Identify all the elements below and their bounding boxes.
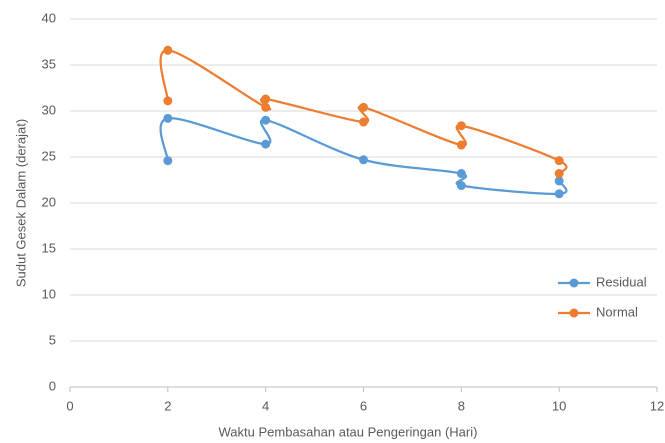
data-point [163,156,173,166]
data-point [554,189,564,199]
x-tick-label: 6 [360,398,367,413]
x-axis-label: Waktu Pembasahan atau Pengeringan (Hari) [219,424,478,439]
y-tick-label: 15 [42,240,56,255]
data-point [456,140,466,150]
data-point [359,117,368,127]
data-point [554,156,564,166]
x-tick-label: 12 [650,398,664,413]
data-point [554,176,564,186]
y-tick-label: 10 [42,286,56,301]
y-tick-label: 25 [42,148,56,163]
y-tick-label: 20 [42,194,56,209]
y-tick-label: 30 [42,102,56,117]
y-tick-label: 40 [42,10,56,25]
data-point [456,169,466,179]
series-line [159,49,568,175]
data-point [261,102,271,112]
data-point [554,169,564,179]
x-tick-label: 2 [164,398,171,413]
data-point [359,155,368,165]
x-tick-label: 8 [458,398,465,413]
data-point [163,113,173,123]
data-point [261,115,271,125]
legend-label: Normal [596,304,638,319]
legend-label: Residual [596,274,647,289]
y-tick-label: 0 [49,378,56,393]
data-point [456,121,466,131]
data-point [456,181,466,191]
y-tick-label: 35 [42,56,56,71]
y-axis-label: Sudut Gesek Dalam (derajat) [13,119,28,287]
data-point [261,139,271,149]
legend-marker [569,308,579,318]
x-tick-label: 4 [262,398,269,413]
x-tick-label: 0 [66,398,73,413]
data-point [261,94,271,104]
x-tick-label: 10 [552,398,566,413]
y-tick-label: 5 [49,332,56,347]
legend-marker [569,278,579,288]
data-point [359,102,368,112]
data-point [163,96,173,106]
data-point [163,45,173,55]
